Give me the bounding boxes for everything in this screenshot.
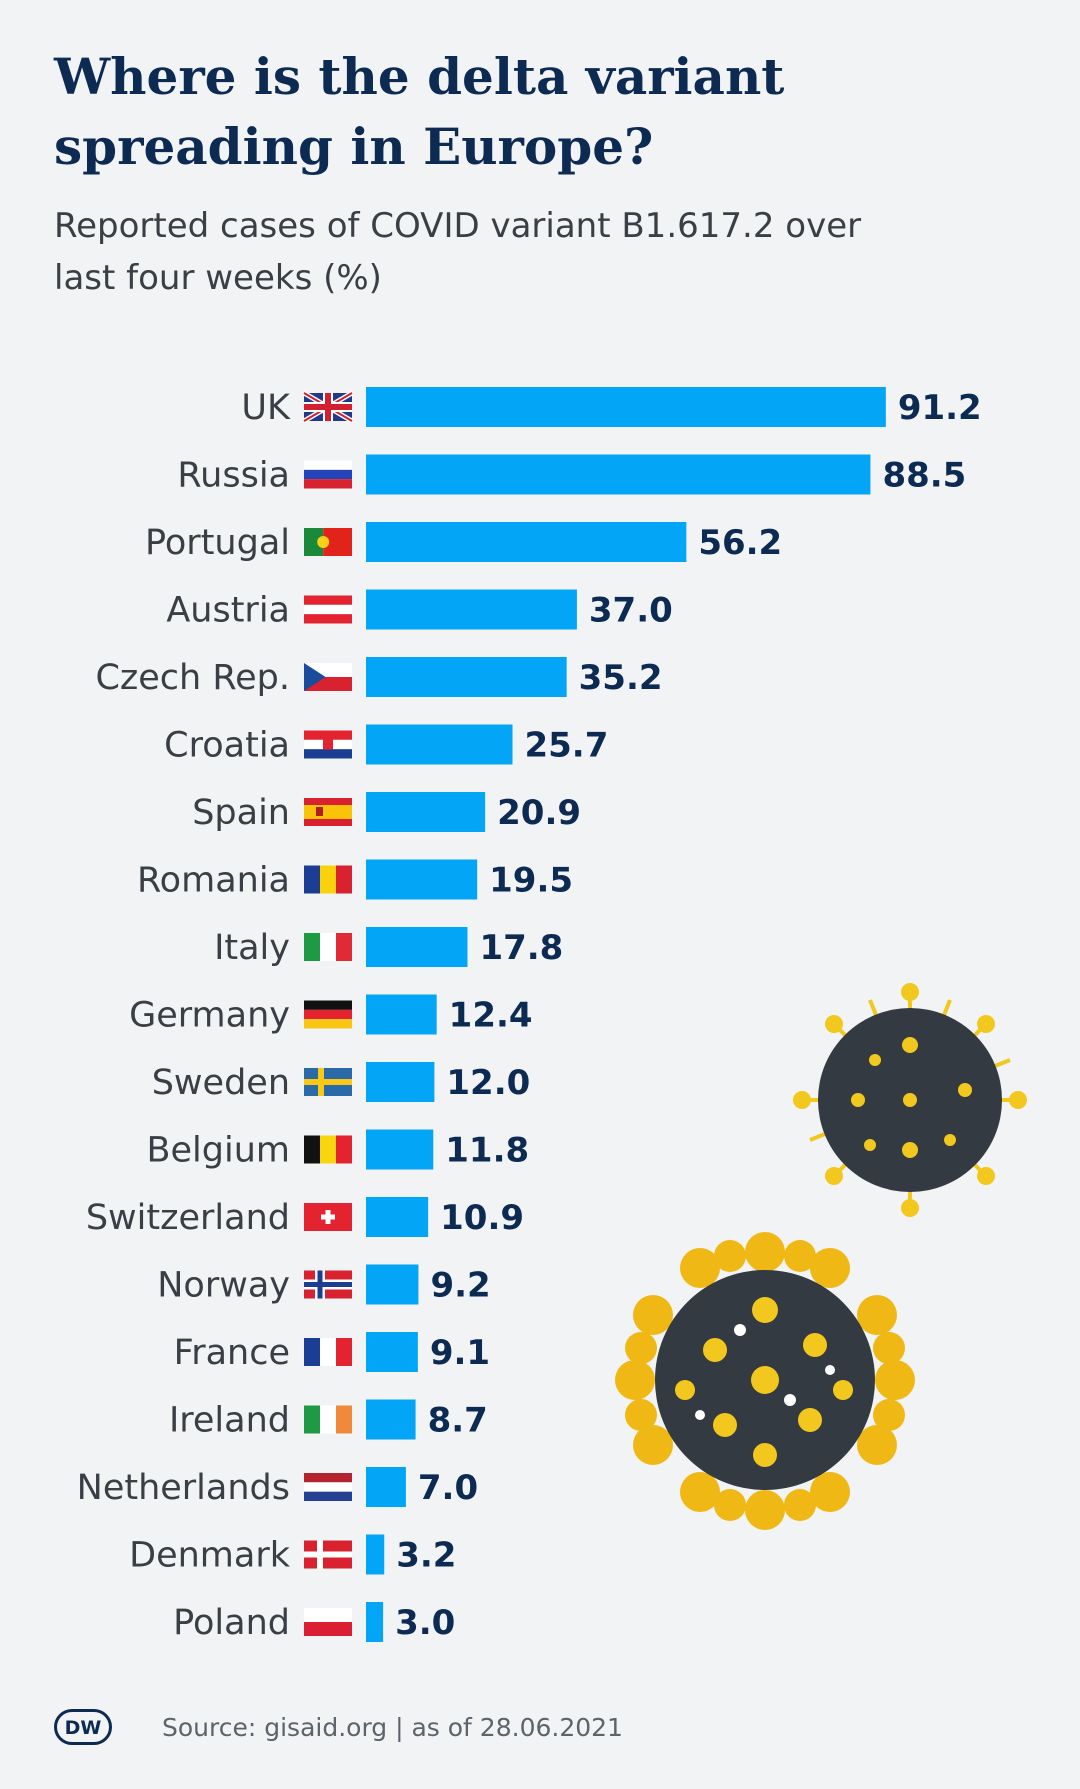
source-note: Source: gisaid.org | as of 28.06.2021 — [162, 1712, 623, 1742]
category-label-russia: Russia — [177, 456, 290, 496]
value-label-russia: 88.5 — [882, 456, 966, 496]
value-label-romania: 19.5 — [489, 861, 573, 901]
denmark-flag-icon — [304, 1540, 352, 1569]
poland-flag-icon — [304, 1608, 352, 1636]
value-label-ireland: 8.7 — [428, 1401, 488, 1441]
category-label-sweden: Sweden — [152, 1063, 290, 1103]
value-label-norway: 9.2 — [430, 1266, 490, 1306]
category-label-austria: Austria — [166, 591, 290, 631]
romania-flag-icon — [304, 865, 352, 894]
belgium-flag-icon — [304, 1135, 352, 1164]
value-label-france: 9.1 — [430, 1333, 490, 1373]
bar-croatia — [366, 724, 513, 765]
category-label-croatia: Croatia — [164, 726, 290, 766]
bar-germany — [366, 994, 437, 1035]
value-label-croatia: 25.7 — [524, 726, 608, 766]
footer: DW Source: gisaid.org | as of 28.06.2021 — [54, 1709, 623, 1745]
bar-netherlands — [366, 1467, 406, 1507]
bar-poland — [366, 1602, 384, 1642]
category-label-italy: Italy — [214, 928, 290, 968]
russia-flag-icon — [304, 460, 352, 489]
category-label-france: France — [174, 1333, 290, 1373]
germany-flag-icon — [304, 1000, 352, 1029]
category-label-romania: Romania — [137, 861, 290, 901]
value-label-austria: 37.0 — [589, 591, 673, 631]
bar-czech-rep — [366, 657, 567, 697]
bar-portugal — [366, 522, 687, 562]
value-label-netherlands: 7.0 — [418, 1468, 478, 1508]
spain-flag-icon — [304, 798, 352, 826]
value-label-poland: 3.0 — [395, 1603, 455, 1643]
sweden-flag-icon — [304, 1068, 352, 1096]
value-label-denmark: 3.2 — [396, 1536, 456, 1576]
virus-large-icon — [615, 1232, 915, 1530]
virus-small-icon — [793, 983, 1027, 1217]
bar-belgium — [366, 1129, 434, 1170]
bar-switzerland — [366, 1197, 429, 1237]
value-label-czech-rep: 35.2 — [579, 658, 663, 698]
norway-flag-icon — [304, 1270, 352, 1299]
value-label-switzerland: 10.9 — [440, 1198, 524, 1238]
value-label-sweden: 12.0 — [446, 1063, 530, 1103]
dw-logo: DW — [54, 1709, 112, 1745]
uk-flag-icon — [302, 390, 354, 424]
value-label-portugal: 56.2 — [698, 523, 782, 563]
bar-ireland — [366, 1399, 416, 1440]
bar-sweden — [366, 1062, 435, 1102]
category-label-switzerland: Switzerland — [86, 1198, 290, 1238]
category-label-germany: Germany — [129, 996, 290, 1036]
value-label-germany: 12.4 — [449, 996, 533, 1036]
category-label-denmark: Denmark — [129, 1536, 291, 1576]
category-label-belgium: Belgium — [147, 1131, 291, 1171]
category-label-uk: UK — [241, 388, 291, 428]
bar-france — [366, 1332, 418, 1372]
value-label-italy: 17.8 — [479, 928, 563, 968]
value-label-belgium: 11.8 — [445, 1131, 529, 1171]
portugal-flag-icon — [304, 528, 352, 556]
bar-chart: UK 91.2 Russia 88.5 Portugal 56.2 Austria 37.0 C… — [77, 387, 982, 1643]
croatia-flag-icon — [304, 730, 352, 759]
category-label-spain: Spain — [192, 793, 290, 833]
bar-denmark — [366, 1534, 385, 1575]
chart-subtitle: Reported cases of COVID variant B1.617.2… — [54, 206, 862, 298]
bar-spain — [366, 792, 486, 832]
france-flag-icon — [304, 1338, 352, 1366]
bar-russia — [366, 454, 871, 495]
bar-austria — [366, 589, 577, 630]
czech-flag-icon — [304, 663, 352, 691]
bar-uk — [366, 387, 886, 427]
netherlands-flag-icon — [304, 1473, 352, 1501]
category-label-netherlands: Netherlands — [77, 1468, 290, 1508]
category-label-norway: Norway — [157, 1266, 290, 1306]
ireland-flag-icon — [304, 1405, 352, 1434]
bar-romania — [366, 859, 478, 900]
category-label-portugal: Portugal — [145, 523, 290, 563]
value-label-uk: 91.2 — [898, 388, 982, 428]
category-label-czech-rep: Czech Rep. — [95, 658, 290, 698]
switzerland-flag-icon — [304, 1203, 352, 1231]
category-label-poland: Poland — [173, 1603, 290, 1643]
dw-logo-text: DW — [65, 1717, 102, 1739]
bar-italy — [366, 927, 468, 967]
italy-flag-icon — [304, 933, 352, 961]
bar-norway — [366, 1264, 419, 1305]
chart-title: Where is the delta variant spreading in … — [54, 47, 785, 176]
category-label-ireland: Ireland — [169, 1401, 290, 1441]
value-label-spain: 20.9 — [497, 793, 581, 833]
austria-flag-icon — [304, 595, 352, 624]
